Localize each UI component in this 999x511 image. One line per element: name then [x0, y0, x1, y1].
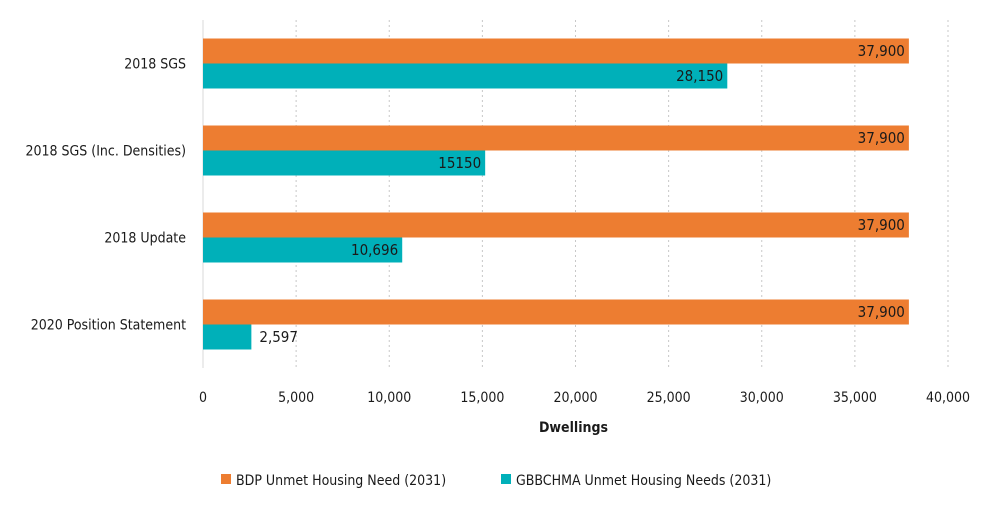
x-tick-label: 20,000 [553, 390, 597, 406]
data-label: 37,900 [858, 216, 905, 234]
bar [203, 212, 909, 238]
bar [203, 150, 486, 176]
x-tick-label: 10,000 [367, 390, 411, 406]
category-label: 2018 SGS [124, 57, 186, 73]
x-axis-title: Dwellings [539, 420, 608, 436]
bar [203, 125, 909, 151]
data-label: 28,150 [676, 67, 723, 85]
bar [203, 299, 909, 325]
bars [203, 38, 909, 350]
category-label: 2018 Update [104, 231, 186, 247]
bar [203, 237, 403, 263]
category-label: 2018 SGS (Inc. Densities) [25, 144, 186, 160]
x-tick-label: 40,000 [926, 390, 970, 406]
x-tick-label: 30,000 [740, 390, 784, 406]
data-label: 15150 [438, 154, 481, 172]
x-tick-label: 5,000 [278, 390, 314, 406]
legend-label: GBBCHMA Unmet Housing Needs (2031) [516, 473, 771, 489]
legend: BDP Unmet Housing Need (2031) GBBCHMA Unm… [221, 473, 771, 489]
x-tick-label: 35,000 [833, 390, 877, 406]
bar [203, 324, 252, 350]
data-labels: 37,900 28,150 37,900 15150 37,900 10,696 37,90… [259, 42, 905, 346]
category-labels: 2018 SGS 2018 SGS (Inc. Densities) 2018 Up… [25, 57, 186, 334]
legend-swatch [221, 474, 231, 484]
legend-label: BDP Unmet Housing Need (2031) [236, 473, 446, 489]
data-label: 37,900 [858, 303, 905, 321]
x-tick-label: 25,000 [647, 390, 691, 406]
bar [203, 38, 909, 64]
data-label: 37,900 [858, 129, 905, 147]
bar [203, 63, 728, 89]
data-label: 2,597 [259, 328, 298, 346]
data-label: 10,696 [351, 241, 398, 259]
legend-swatch [501, 474, 511, 484]
x-tick-label: 15,000 [460, 390, 504, 406]
data-label: 37,900 [858, 42, 905, 60]
x-tick-label: 0 [199, 390, 207, 406]
x-tick-labels: 0 5,000 10,000 15,000 20,000 25,000 30,000 35,0… [199, 390, 970, 406]
category-label: 2020 Position Statement [31, 318, 186, 334]
